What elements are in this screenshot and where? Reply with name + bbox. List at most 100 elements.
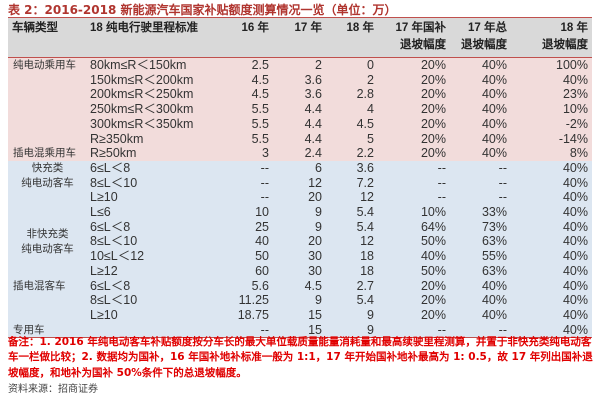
value-cell: 18.75 xyxy=(237,307,269,322)
value-cell: 40% xyxy=(562,72,588,87)
value-cell: 40% xyxy=(562,293,588,308)
value-cell: 3 xyxy=(262,146,269,161)
column-header: 18 纯电行驶里程标准 xyxy=(86,17,216,58)
table-row: 8≤L＜10 11.25 9 5.4 20% 40% 40% xyxy=(8,293,592,308)
value-cell: 9 xyxy=(315,293,322,308)
value-cell: 33% xyxy=(481,205,507,220)
value-cell: 40% xyxy=(481,116,507,131)
value-cell: 2.4 xyxy=(304,146,322,161)
table-row: 200km≤R＜250km 4.5 3.6 2.8 20% 40% 23% xyxy=(8,87,592,103)
value-cell: -- xyxy=(437,160,446,175)
table-row: 插电混客车 6≤L＜8 5.6 4.5 2.7 20% 40% 40% xyxy=(8,278,592,294)
value-cell: 20% xyxy=(420,72,446,87)
table-row: 快充类 纯电动客车 6≤L＜8 -- 6 3.6 -- -- 40% xyxy=(8,160,592,189)
table-row: 250km≤R＜300km 5.5 4.4 4 20% 40% 10% xyxy=(8,102,592,117)
value-cell: 40% xyxy=(481,58,507,72)
subsidy-table: 车辆类型 18 纯电行驶里程标准 16 年 17 年 18 年 17 年国补 退坡幅度 17 … xyxy=(8,17,592,338)
value-cell: 12 xyxy=(308,175,322,190)
value-cell: -- xyxy=(498,190,507,205)
vehicle-type-label: 纯电动乘用车 xyxy=(13,59,76,71)
value-cell: 23% xyxy=(562,87,588,102)
table-title: 表 2：2016-2018 新能源汽车国家补贴额度测算情况一览（单位：万） xyxy=(8,3,397,17)
value-cell: 20% xyxy=(420,131,446,146)
value-cell: -- xyxy=(498,160,507,175)
header-line: 退坡幅度 xyxy=(542,39,588,51)
value-cell: 40% xyxy=(481,278,507,293)
value-cell: 30 xyxy=(308,249,322,264)
column-header: 17 年国补 退坡幅度 xyxy=(378,17,450,58)
value-cell: -- xyxy=(260,322,269,337)
value-cell: 4.4 xyxy=(304,131,322,146)
value-cell: 25 xyxy=(255,219,269,234)
value-cell: 40 xyxy=(255,234,269,249)
value-cell: 20 xyxy=(308,190,322,205)
table-body: 纯电动乘用车 80km≤R＜150km 2.5 2 0 20% 40% 100% 150km≤R… xyxy=(8,57,592,338)
value-cell: 100% xyxy=(556,58,588,72)
value-cell: 5.6 xyxy=(251,278,269,293)
value-cell: 5.5 xyxy=(251,102,269,117)
value-cell: 40% xyxy=(562,160,588,175)
value-cell: 63% xyxy=(481,263,507,278)
value-cell: 4.4 xyxy=(304,116,322,131)
value-cell: 40% xyxy=(562,234,588,249)
header-line: 17 年总 xyxy=(468,22,507,34)
vehicle-type-label: 纯电动客车 xyxy=(21,242,74,255)
range-cell: 6≤L＜8 xyxy=(90,160,131,175)
vehicle-type-cell: 非快充类 纯电动客车 xyxy=(8,205,86,279)
table-row: 10≤L＜12 50 30 18 40% 55% 40% xyxy=(8,249,592,264)
value-cell: -- xyxy=(498,322,507,337)
value-cell: -- xyxy=(437,175,446,190)
vehicle-type-cell: 插电混乘用车 xyxy=(8,146,86,161)
range-cell: 250km≤R＜300km xyxy=(90,102,194,117)
header-line: 车辆类型 xyxy=(12,22,58,34)
value-cell: 40% xyxy=(420,249,446,264)
value-cell: -2% xyxy=(565,116,588,131)
column-header: 18 年退坡幅度 xyxy=(511,17,592,58)
value-cell: 3.6 xyxy=(304,72,322,87)
table-row: 300km≤R＜350km 5.5 4.4 4.5 20% 40% -2% xyxy=(8,116,592,132)
range-cell: 8≤L＜10 xyxy=(90,293,138,308)
table-row: 插电混乘用车 R≥50km 3 2.4 2.2 20% 40% 8% xyxy=(8,146,592,161)
vehicle-type-label: 专用车 xyxy=(13,323,45,336)
table-row: 6≤L＜8 25 9 5.4 64% 73% 40% xyxy=(8,219,592,235)
value-cell: 20% xyxy=(420,116,446,131)
range-cell: L≤6 xyxy=(90,205,111,220)
value-cell: 5.5 xyxy=(251,116,269,131)
value-cell: 10% xyxy=(420,205,446,220)
value-cell: 50 xyxy=(255,249,269,264)
value-cell: -- xyxy=(260,175,269,190)
header-line: 退坡幅度 xyxy=(400,39,446,51)
column-header: 17 年 xyxy=(273,17,326,58)
value-cell: 2.7 xyxy=(356,278,374,293)
table-row: L≥10 -- 20 12 -- -- 40% xyxy=(8,190,592,206)
value-cell: 2.8 xyxy=(356,87,374,102)
table-header: 车辆类型 18 纯电行驶里程标准 16 年 17 年 18 年 17 年国补 退坡幅度 17 … xyxy=(8,17,592,58)
vehicle-type-label: 快充类 xyxy=(31,161,64,174)
value-cell: 18 xyxy=(360,263,374,278)
range-cell: 150km≤R＜200km xyxy=(90,72,194,87)
vehicle-type-cell: 专用车 xyxy=(8,323,86,338)
value-cell: 2 xyxy=(367,72,374,87)
range-cell: 10≤L＜12 xyxy=(90,249,145,264)
vehicle-type-cell: 快充类 纯电动客车 xyxy=(8,161,86,205)
range-cell: L≥12 xyxy=(90,263,118,278)
value-cell: 40% xyxy=(562,307,588,322)
range-cell: R≥50km xyxy=(90,146,137,161)
range-cell: L≥10 xyxy=(90,190,118,205)
value-cell: 5.4 xyxy=(356,219,374,234)
value-cell: 40% xyxy=(481,146,507,161)
table-row: 纯电动乘用车 80km≤R＜150km 2.5 2 0 20% 40% 100% xyxy=(8,57,592,73)
range-cell: 200km≤R＜250km xyxy=(90,87,194,102)
vehicle-type-cell: 纯电动乘用车 xyxy=(8,58,86,147)
value-cell: 10% xyxy=(562,102,588,117)
range-cell: 300km≤R＜350km xyxy=(90,116,194,131)
value-cell: 4.5 xyxy=(356,116,374,131)
column-header: 18 年 xyxy=(326,17,378,58)
vehicle-type-label: 插电混客车 xyxy=(13,279,66,292)
value-cell: -14% xyxy=(558,131,588,146)
value-cell: 0 xyxy=(367,58,374,72)
header-line: 16 年 xyxy=(241,22,270,34)
value-cell: 5.4 xyxy=(356,205,374,220)
value-cell: -- xyxy=(437,322,446,337)
value-cell: 73% xyxy=(481,219,507,234)
